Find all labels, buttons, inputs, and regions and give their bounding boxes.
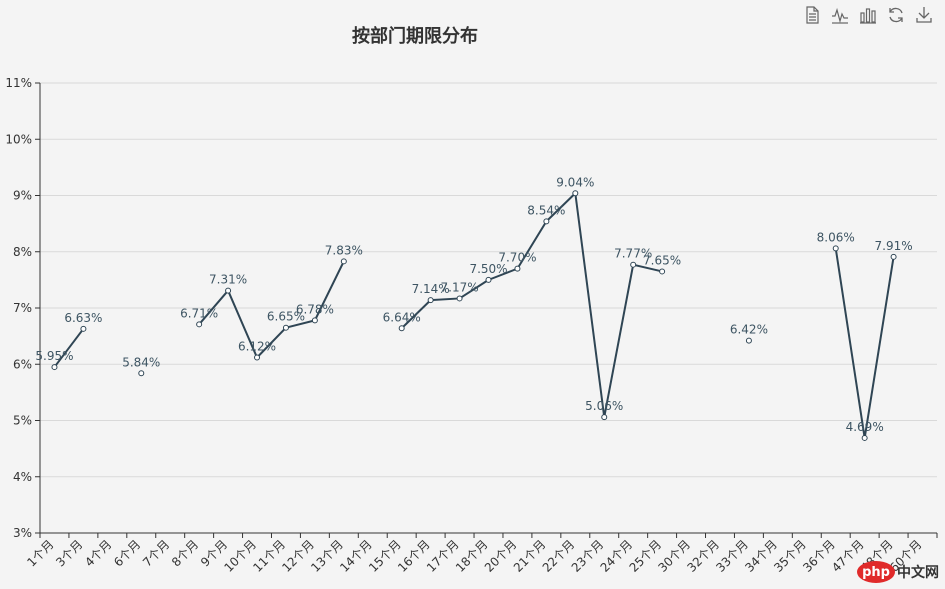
y-tick-label: 7% <box>13 301 32 315</box>
data-point <box>340 258 347 265</box>
data-label: 7.65% <box>643 253 681 267</box>
y-tick-label: 5% <box>13 414 32 428</box>
data-label: 6.78% <box>296 302 334 316</box>
data-label: 5.06% <box>585 399 623 413</box>
data-point <box>659 268 666 275</box>
x-tick-label: 1个月 <box>24 537 56 569</box>
chart-title: 按部门期限分布 <box>352 26 478 47</box>
y-tick-label: 8% <box>13 245 32 259</box>
series-line <box>198 260 345 359</box>
data-label: 6.65% <box>267 310 305 324</box>
data-point <box>196 321 203 328</box>
data-point <box>80 325 87 332</box>
data-label: 7.83% <box>325 243 363 257</box>
x-tick-label: 3个月 <box>53 537 85 569</box>
y-tick-label: 4% <box>13 470 32 484</box>
bar-chart-icon[interactable] <box>857 4 879 26</box>
data-label: 9.04% <box>556 175 594 189</box>
data-label: 6.71% <box>180 306 218 320</box>
y-tick-label: 10% <box>5 132 32 146</box>
data-label: 7.31% <box>209 273 247 287</box>
data-label: 7.91% <box>875 239 913 253</box>
data-label: 7.50% <box>469 262 507 276</box>
x-tick-label: 6个月 <box>111 537 143 569</box>
data-point <box>890 253 897 260</box>
watermark-logo: php <box>857 561 895 583</box>
y-tick-label: 3% <box>13 526 32 540</box>
data-point <box>254 354 261 361</box>
data-point <box>311 317 318 324</box>
watermark-text: 中文网 <box>897 565 939 581</box>
data-point <box>630 261 637 268</box>
data-label: 7.14% <box>412 282 450 296</box>
data-label: 6.63% <box>64 311 102 325</box>
series-line <box>400 192 663 419</box>
data-point <box>861 434 868 441</box>
y-tick-label: 6% <box>13 357 32 371</box>
data-point <box>51 364 58 371</box>
data-label: 5.84% <box>122 355 160 369</box>
restore-icon[interactable] <box>885 4 907 26</box>
data-point <box>601 414 608 421</box>
data-point <box>456 295 463 302</box>
data-label: 6.42% <box>730 323 768 337</box>
toolbox <box>801 4 935 26</box>
data-point <box>832 245 839 252</box>
watermark: php 中文网 <box>857 561 939 583</box>
data-point <box>572 190 579 197</box>
data-label: 6.64% <box>383 310 421 324</box>
series-line <box>834 248 895 439</box>
data-label: 7.77% <box>614 247 652 261</box>
data-point <box>398 325 405 332</box>
x-tick-label: 8个月 <box>169 537 201 569</box>
y-tick-label: 9% <box>13 189 32 203</box>
data-point <box>427 297 434 304</box>
data-point <box>485 276 492 283</box>
line-chart-icon[interactable] <box>829 4 851 26</box>
download-icon[interactable] <box>913 4 935 26</box>
data-label: 4.69% <box>846 420 884 434</box>
data-label: 5.95% <box>35 349 73 363</box>
data-label: 7.17% <box>441 280 479 294</box>
data-point <box>745 337 752 344</box>
series-line <box>53 328 85 368</box>
y-tick-label: 11% <box>5 76 32 90</box>
data-label: 6.12% <box>238 340 276 354</box>
data-point <box>543 218 550 225</box>
data-point <box>138 370 145 377</box>
data-label: 8.06% <box>817 230 855 244</box>
data-point <box>514 265 521 272</box>
data-label: 7.70% <box>498 251 536 265</box>
data-point <box>225 287 232 294</box>
x-tick-label: 7个月 <box>140 537 172 569</box>
data-point <box>282 324 289 331</box>
x-tick-label: 4个月 <box>82 537 114 569</box>
data-view-icon[interactable] <box>801 4 823 26</box>
data-label: 8.54% <box>527 203 565 217</box>
